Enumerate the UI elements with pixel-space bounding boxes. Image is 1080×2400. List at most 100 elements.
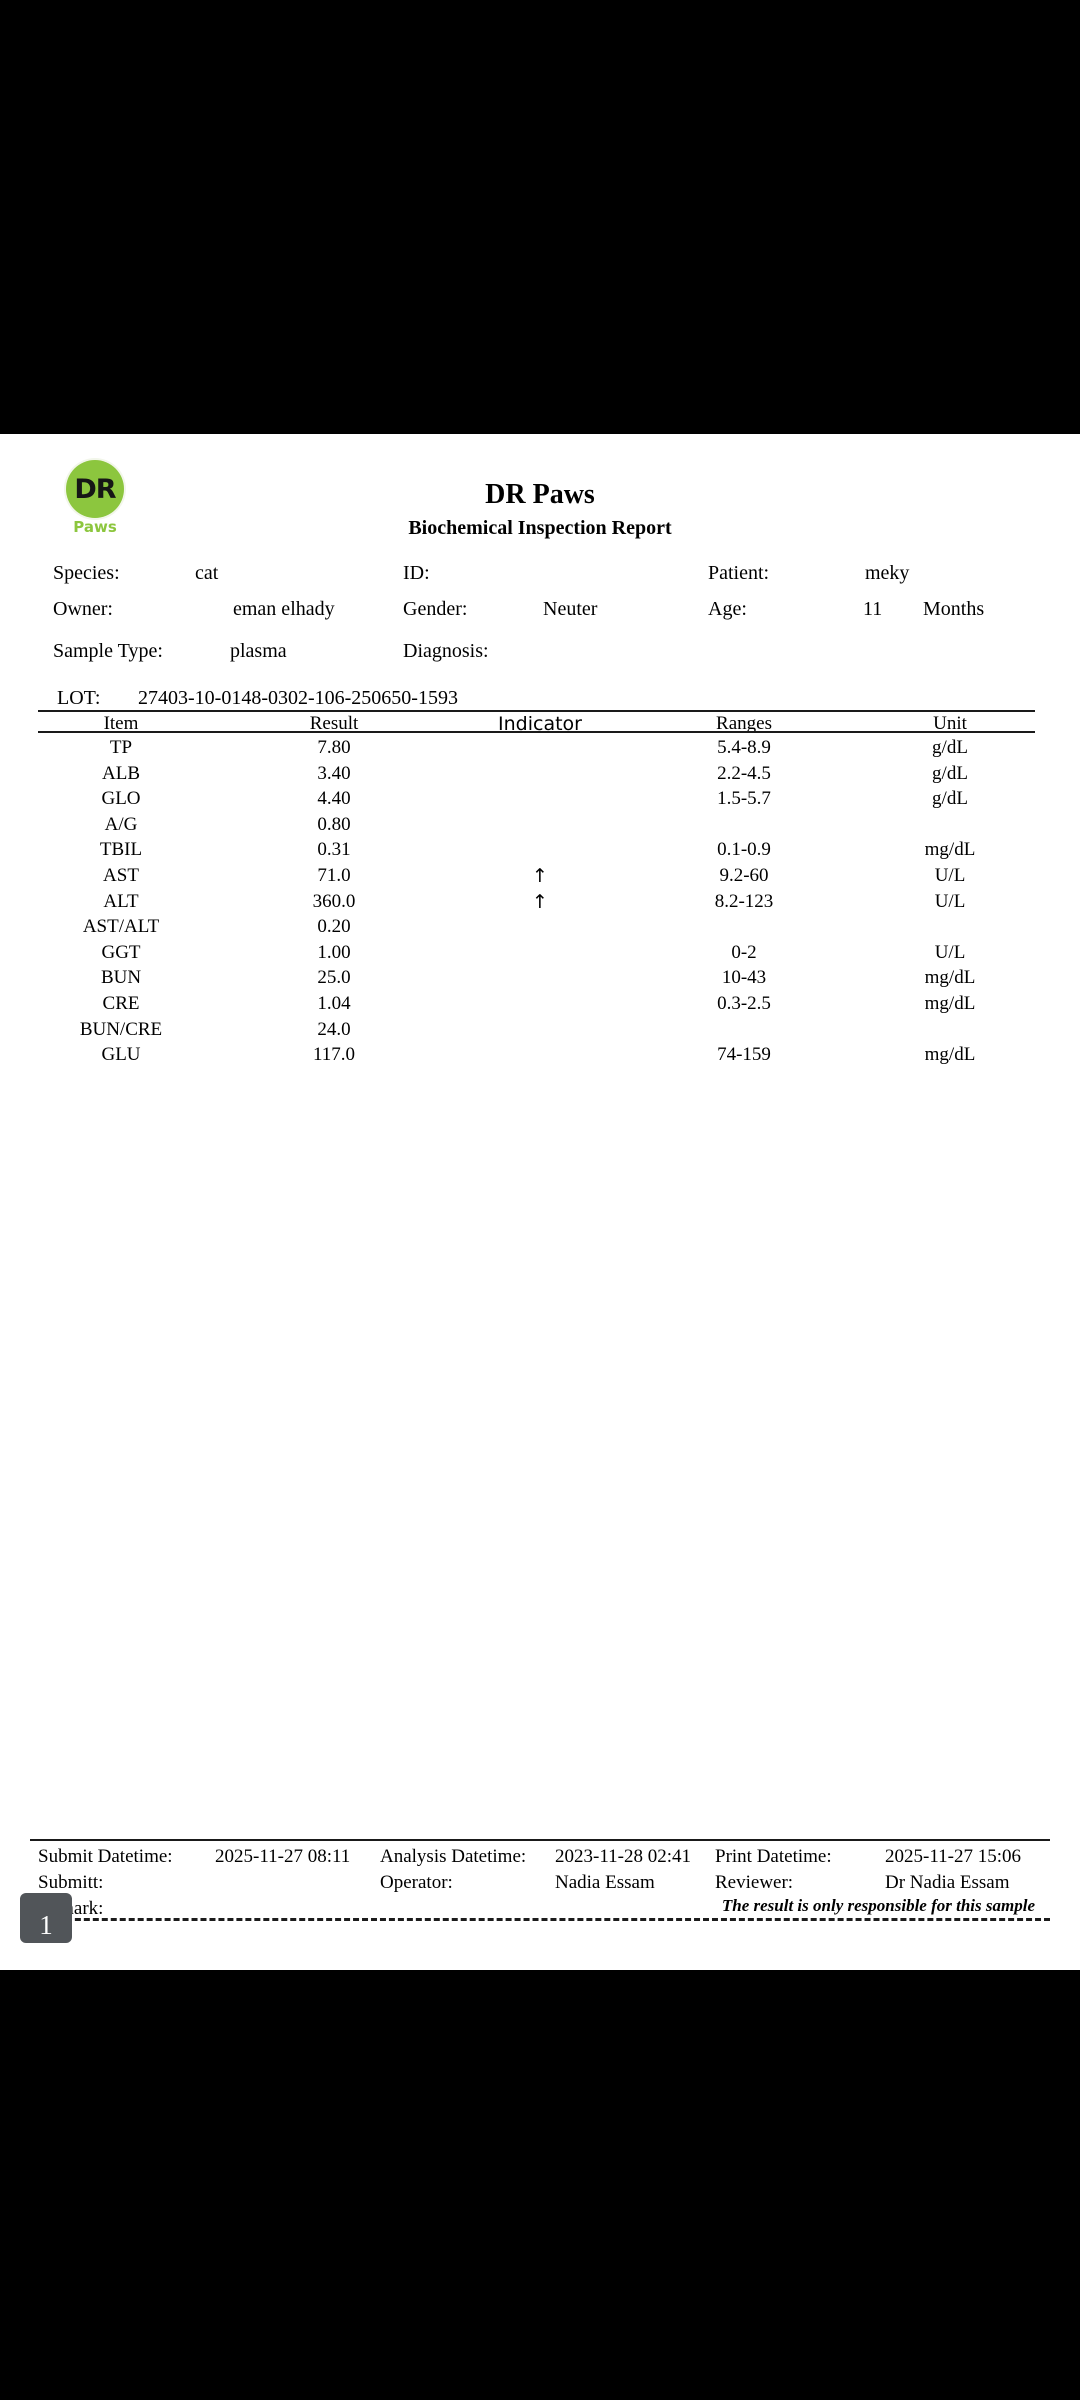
table-cell-item: GLO bbox=[101, 788, 141, 810]
table-cell-unit: U/L bbox=[934, 864, 966, 886]
page-number-badge: 1 bbox=[20, 1893, 72, 1943]
owner-label: Owner: bbox=[53, 598, 113, 620]
table-header-item: Item bbox=[103, 713, 139, 734]
gender-label: Gender: bbox=[403, 598, 468, 620]
table-cell-result: 1.00 bbox=[317, 941, 351, 963]
table-cell-result: 7.80 bbox=[317, 737, 351, 758]
table-cell-result: 24.0 bbox=[317, 1018, 351, 1040]
table-row: TBIL 0.31 0.1-0.9 mg/dL bbox=[0, 839, 1080, 865]
table-cell-item: TBIL bbox=[99, 839, 143, 861]
table-cell-result: 0.80 bbox=[317, 813, 351, 835]
print-datetime-value: 2025-11-27 15:06 bbox=[885, 1846, 1021, 1867]
table-row: CRE 1.04 0.3-2.5 mg/dL bbox=[0, 993, 1080, 1019]
owner-value: eman elhady bbox=[233, 598, 335, 620]
table-row: BUN 25.0 10-43 mg/dL bbox=[0, 967, 1080, 993]
table-row: TP 7.80 5.4-8.9 g/dL bbox=[0, 737, 1080, 763]
table-header-row: Item Result Indicator Ranges Unit bbox=[0, 713, 1080, 739]
table-cell-result: 0.20 bbox=[317, 916, 351, 938]
table-cell-unit: g/dL bbox=[932, 788, 968, 810]
patient-value: meky bbox=[865, 562, 910, 584]
submit-datetime-value: 2025-11-27 08:11 bbox=[215, 1846, 351, 1867]
report-title: Biochemical Inspection Report bbox=[408, 517, 672, 539]
sample-type-label: Sample Type: bbox=[53, 640, 163, 662]
table-cell-result: 117.0 bbox=[312, 1044, 356, 1066]
table-row: GGT 1.00 0-2 U/L bbox=[0, 942, 1080, 968]
table-row: GLU 117.0 74-159 mg/dL bbox=[0, 1044, 1080, 1070]
table-cell-result: 71.0 bbox=[317, 864, 351, 886]
table-header-indicator: Indicator bbox=[498, 713, 582, 735]
table-cell-indicator: ↑ bbox=[532, 864, 548, 887]
table-body: TP 7.80 5.4-8.9 g/dL ALB 3.40 2.2-4.5 g/… bbox=[0, 737, 1080, 1070]
report-page: DR Paws DR Paws Biochemical Inspection R… bbox=[0, 434, 1080, 1970]
operator-label: Operator: bbox=[380, 1872, 453, 1893]
table-top-line bbox=[38, 710, 1035, 712]
clinic-logo-text: Paws bbox=[73, 518, 117, 536]
table-cell-item: GLU bbox=[101, 1044, 141, 1066]
table-cell-result: 360.0 bbox=[312, 890, 356, 912]
clinic-name: DR Paws bbox=[485, 479, 595, 510]
footer-dashed-line bbox=[30, 1918, 1050, 1921]
age-value: 11 bbox=[863, 598, 883, 620]
table-cell-ranges: 74-159 bbox=[717, 1044, 771, 1066]
table-cell-ranges: 0.1-0.9 bbox=[717, 839, 771, 861]
analysis-datetime-label: Analysis Datetime: bbox=[380, 1846, 527, 1867]
table-cell-result: 1.04 bbox=[317, 992, 351, 1014]
print-datetime-label: Print Datetime: bbox=[715, 1846, 832, 1867]
footer-top-line bbox=[30, 1839, 1050, 1841]
table-row: A/G 0.80 bbox=[0, 814, 1080, 840]
table-cell-item: AST bbox=[103, 864, 139, 886]
disclaimer-text: The result is only responsible for this … bbox=[721, 1896, 1035, 1915]
reviewer-label: Reviewer: bbox=[715, 1872, 794, 1893]
table-row: ALB 3.40 2.2-4.5 g/dL bbox=[0, 763, 1080, 789]
table-cell-ranges: 9.2-60 bbox=[719, 864, 769, 886]
table-cell-ranges: 5.4-8.9 bbox=[717, 737, 771, 758]
analysis-datetime-value: 2023-11-28 02:41 bbox=[555, 1846, 691, 1867]
table-cell-ranges: 1.5-5.7 bbox=[717, 788, 771, 810]
table-cell-unit: mg/dL bbox=[924, 992, 976, 1014]
table-cell-item: A/G bbox=[104, 813, 138, 835]
submit-datetime-label: Submit Datetime: bbox=[38, 1846, 173, 1867]
reviewer-value: Dr Nadia Essam bbox=[885, 1872, 1010, 1893]
submit-label: Submitt: bbox=[38, 1872, 104, 1893]
table-row: BUN/CRE 24.0 bbox=[0, 1019, 1080, 1045]
table-cell-unit: U/L bbox=[934, 941, 966, 963]
table-cell-item: TP bbox=[109, 737, 133, 758]
age-unit: Months bbox=[923, 598, 985, 620]
lot-label: LOT: bbox=[57, 687, 101, 709]
id-label: ID: bbox=[403, 562, 430, 584]
age-label: Age: bbox=[708, 598, 747, 620]
table-row: AST 71.0 ↑ 9.2-60 U/L bbox=[0, 865, 1080, 891]
table-cell-ranges: 10-43 bbox=[721, 967, 767, 989]
table-cell-ranges: 8.2-123 bbox=[714, 890, 774, 912]
table-cell-result: 25.0 bbox=[317, 967, 351, 989]
table-cell-item: ALB bbox=[102, 762, 140, 784]
table-header-result: Result bbox=[309, 713, 359, 734]
table-cell-result: 0.31 bbox=[317, 839, 351, 861]
table-cell-unit: g/dL bbox=[932, 737, 968, 758]
table-header-line bbox=[38, 731, 1035, 733]
table-cell-item: BUN bbox=[100, 967, 142, 989]
operator-value: Nadia Essam bbox=[555, 1872, 655, 1893]
table-header-ranges: Ranges bbox=[716, 713, 772, 734]
table-cell-unit: mg/dL bbox=[924, 839, 976, 861]
table-row: AST/ALT 0.20 bbox=[0, 916, 1080, 942]
species-label: Species: bbox=[53, 562, 120, 584]
table-cell-ranges: 2.2-4.5 bbox=[717, 762, 771, 784]
table-cell-result: 4.40 bbox=[317, 788, 351, 810]
table-cell-result: 3.40 bbox=[317, 762, 351, 784]
table-row: GLO 4.40 1.5-5.7 g/dL bbox=[0, 788, 1080, 814]
table-cell-item: AST/ALT bbox=[82, 916, 160, 938]
table-cell-indicator: ↑ bbox=[532, 890, 548, 913]
table-cell-ranges: 0.3-2.5 bbox=[717, 992, 771, 1014]
table-cell-unit: g/dL bbox=[932, 762, 968, 784]
table-cell-item: BUN/CRE bbox=[79, 1018, 163, 1040]
gender-value: Neuter bbox=[543, 598, 598, 620]
diagnosis-label: Diagnosis: bbox=[403, 640, 489, 662]
table-cell-unit: mg/dL bbox=[924, 967, 976, 989]
species-value: cat bbox=[195, 562, 219, 584]
table-cell-item: CRE bbox=[102, 992, 140, 1014]
table-cell-unit: mg/dL bbox=[924, 1044, 976, 1066]
table-header-unit: Unit bbox=[933, 713, 967, 734]
table-cell-unit: U/L bbox=[934, 890, 966, 912]
